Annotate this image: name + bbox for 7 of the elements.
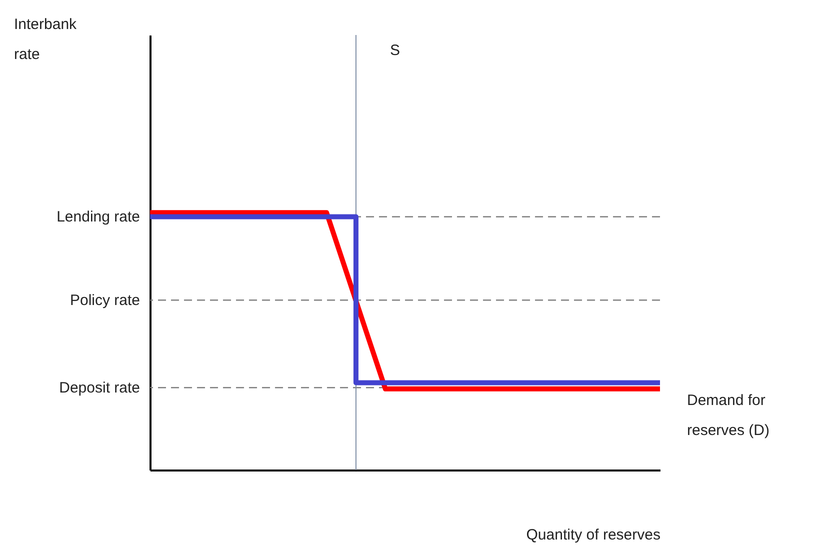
ref-line-label: Policy rate [70, 292, 140, 310]
text: Interbank rate [14, 16, 78, 63]
text: S [390, 42, 400, 59]
ref-line-label: Deposit rate [59, 380, 140, 397]
x-axis-title: Quantity of reserves [526, 526, 660, 544]
ref-line-label: Lending rate [56, 208, 140, 226]
text: Demand for reserves (D) [687, 392, 770, 439]
